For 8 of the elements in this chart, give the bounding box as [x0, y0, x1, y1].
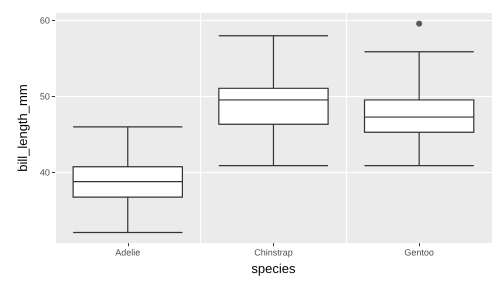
- x-tick-label: Chinstrap: [254, 248, 293, 258]
- x-tick-label: Gentoo: [404, 248, 434, 258]
- y-tick-label: 50: [40, 92, 50, 102]
- x-tick-label: Adelie: [115, 248, 140, 258]
- y-tick-label: 40: [40, 167, 50, 178]
- x-axis-title: species: [251, 261, 296, 276]
- y-tick-label: 60: [40, 16, 50, 26]
- y-axis-title: bill_length_mm: [15, 84, 30, 172]
